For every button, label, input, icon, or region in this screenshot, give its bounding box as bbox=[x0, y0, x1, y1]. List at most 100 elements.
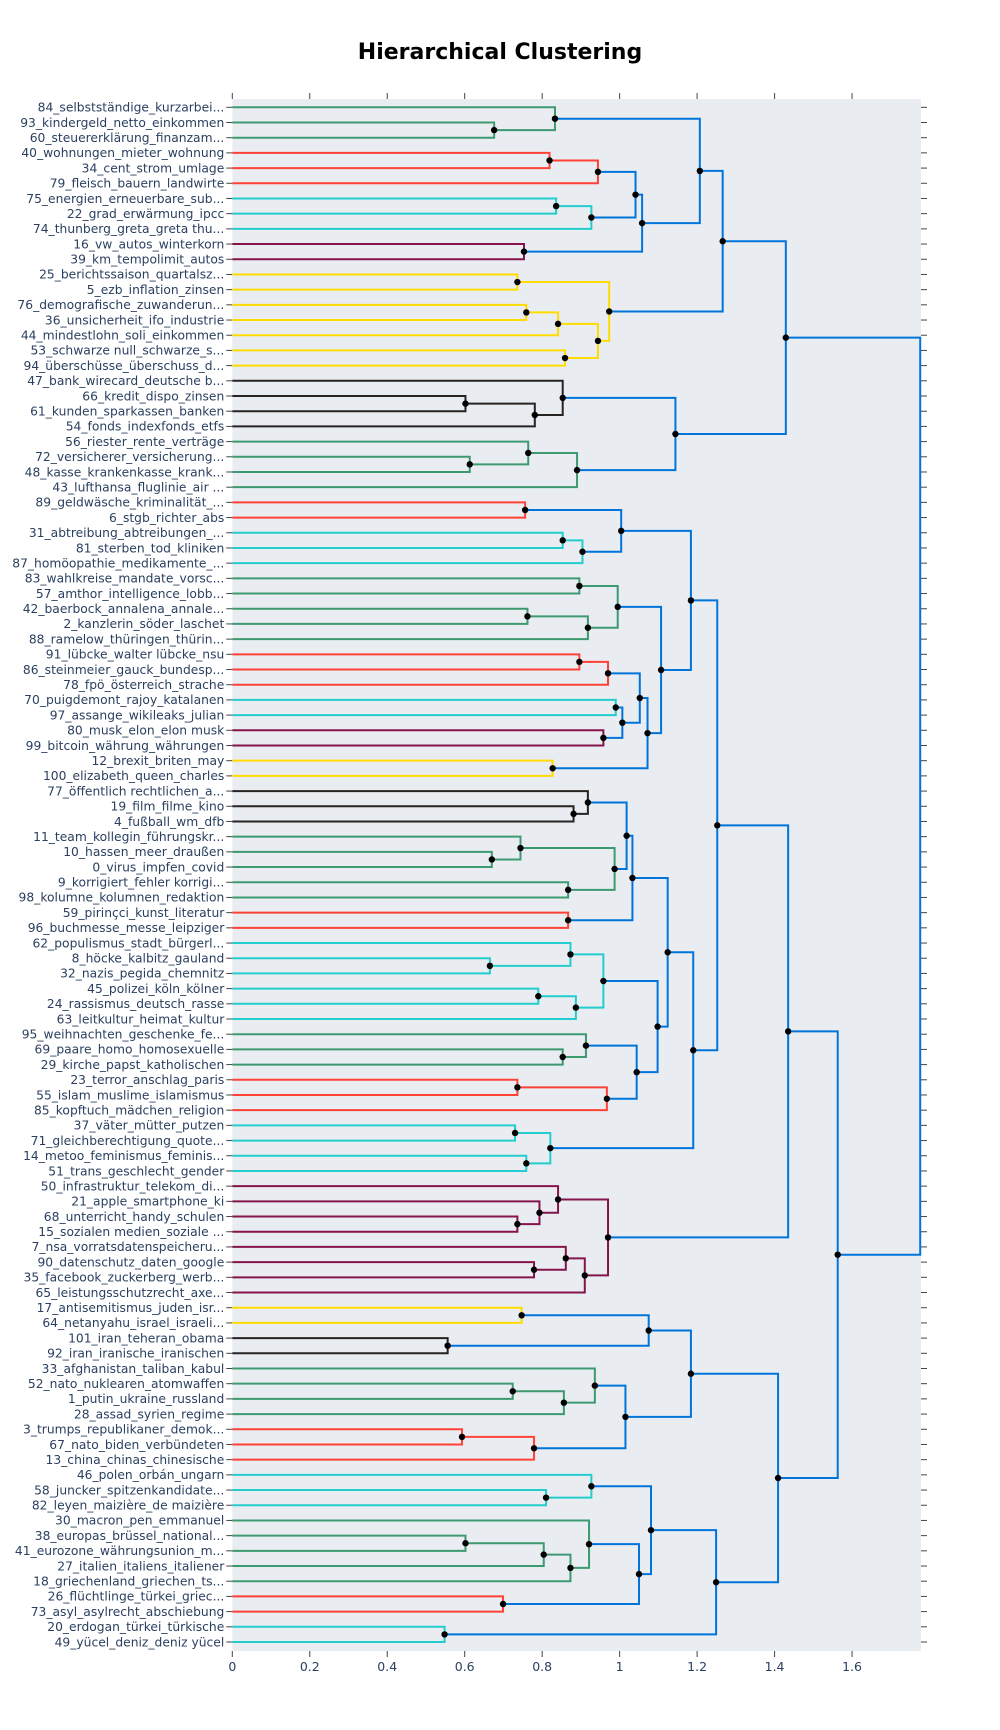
leaf-label: 45_polizei_köln_kölner bbox=[87, 982, 225, 996]
node-marker bbox=[600, 734, 607, 742]
leaf-label: 8_höcke_kalbitz_gauland bbox=[72, 952, 225, 966]
leaf-label: 25_berichtssaison_quartalsz... bbox=[39, 268, 224, 282]
node-marker bbox=[719, 238, 726, 245]
chart-title: Hierarchical Clustering bbox=[357, 40, 643, 65]
leaf-label: 3_trumps_republikaner_demok... bbox=[23, 1423, 224, 1437]
leaf-label: 61_kunden_sparkassen_banken bbox=[30, 405, 224, 419]
node-marker bbox=[629, 874, 636, 882]
leaf-label: 96_buchmesse_messe_leipziger bbox=[28, 921, 226, 935]
node-marker bbox=[567, 951, 574, 958]
node-marker bbox=[499, 1600, 507, 1608]
leaf-label: 68_unterricht_handy_schulen bbox=[44, 1210, 225, 1224]
node-marker bbox=[514, 1220, 521, 1228]
node-marker bbox=[687, 597, 695, 604]
leaf-label: 97_assange_wikileaks_julian bbox=[50, 708, 225, 722]
leaf-label: 65_leistungsschutzrecht_axe... bbox=[35, 1286, 224, 1300]
node-marker bbox=[654, 1023, 661, 1030]
node-marker bbox=[530, 1445, 538, 1452]
node-marker bbox=[636, 694, 643, 702]
node-marker bbox=[584, 624, 592, 631]
dendrogram-link bbox=[785, 336, 922, 1256]
node-marker bbox=[714, 822, 721, 829]
node-marker bbox=[696, 167, 704, 175]
leaf-label: 84_selbstständige_kurzarbei... bbox=[38, 101, 225, 115]
leaf-label: 60_steuererklärung_finanzam... bbox=[30, 131, 225, 145]
leaf-label: 75_energien_erneuerbare_sub... bbox=[26, 192, 224, 206]
leaf-label: 10_hassen_meer_draußen bbox=[63, 845, 224, 859]
node-marker bbox=[834, 1251, 841, 1258]
node-marker bbox=[588, 214, 595, 221]
node-marker bbox=[488, 856, 496, 863]
node-marker bbox=[551, 115, 559, 122]
node-marker bbox=[546, 157, 553, 164]
leaf-label: 9_korrigiert_fehler korrigi... bbox=[58, 876, 224, 890]
leaf-label: 14_metoo_feminismus_feminis... bbox=[23, 1149, 224, 1163]
leaf-label: 38_europas_brüssel_national... bbox=[35, 1529, 225, 1543]
node-marker bbox=[623, 832, 630, 839]
node-marker bbox=[521, 506, 529, 514]
leaf-label: 37_väter_mütter_putzen bbox=[74, 1119, 225, 1133]
node-marker bbox=[614, 603, 621, 611]
leaf-label: 93_kindergeld_netto_einkommen bbox=[20, 116, 224, 130]
leaf-label: 63_leitkultur_heimat_kultur bbox=[57, 1012, 226, 1026]
node-marker bbox=[525, 449, 532, 457]
leaf-label: 22_grad_erwärmung_ipcc bbox=[67, 207, 224, 221]
leaf-label: 80_musk_elon_elon musk bbox=[67, 724, 225, 738]
leaf-label: 7_nsa_vorratsdatenspeicheru... bbox=[32, 1240, 225, 1254]
x-tick-label: 0.8 bbox=[532, 1659, 552, 1674]
leaf-label: 27_italien_italiens_italiener bbox=[57, 1559, 225, 1573]
leaf-label: 15_sozialen medien_soziale ... bbox=[38, 1225, 224, 1239]
node-marker bbox=[588, 1483, 595, 1490]
leaf-label: 20_erdogan_türkei_türkische bbox=[47, 1620, 224, 1634]
node-marker bbox=[638, 219, 646, 227]
x-tick-label: 1.4 bbox=[765, 1659, 785, 1674]
node-marker bbox=[664, 949, 671, 956]
leaf-label: 31_abtreibung_abtreibungen_... bbox=[29, 526, 224, 540]
leaf-label: 79_fleisch_bauern_landwirte bbox=[50, 177, 225, 191]
node-marker bbox=[560, 1399, 568, 1406]
node-marker bbox=[573, 466, 581, 474]
leaf-label: 89_geldwäsche_kriminalität_... bbox=[35, 496, 224, 510]
leaf-label: 50_infrastruktur_telekom_di... bbox=[41, 1179, 225, 1193]
node-marker bbox=[547, 1144, 554, 1152]
leaf-label: 1_putin_ukraine_russland bbox=[68, 1392, 224, 1406]
node-marker bbox=[562, 1255, 570, 1262]
leaf-label: 6_stgb_richter_abs bbox=[109, 511, 224, 525]
node-marker bbox=[524, 613, 531, 620]
node-marker bbox=[567, 1564, 574, 1572]
node-marker bbox=[554, 1196, 562, 1203]
node-marker bbox=[444, 1342, 451, 1349]
leaf-label: 76_demografische_zuwanderun... bbox=[17, 298, 224, 312]
leaf-label: 99_bitcoin_währung_währungen bbox=[26, 739, 225, 753]
leaf-label: 69_paare_homo_homosexuelle bbox=[35, 1043, 225, 1057]
leaf-label: 18_griechenland_griechen_ts... bbox=[33, 1575, 224, 1589]
leaf-label: 16_vw_autos_winterkorn bbox=[73, 237, 224, 251]
x-tick-label: 0.6 bbox=[455, 1659, 475, 1674]
leaf-label: 32_nazis_pegida_chemnitz bbox=[60, 967, 224, 981]
node-marker bbox=[564, 886, 572, 894]
leaf-label: 78_fpö_österreich_strache bbox=[63, 678, 224, 692]
leaf-label: 64_netanyahu_israel_israeli... bbox=[42, 1316, 224, 1330]
leaf-label: 51_trans_geschlecht_gender bbox=[48, 1164, 225, 1178]
node-marker bbox=[466, 461, 473, 468]
node-marker bbox=[690, 1047, 697, 1054]
leaf-label: 73_asyl_asylrecht_abschiebung bbox=[31, 1605, 225, 1619]
leaf-label: 92_iran_iranische_iranischen bbox=[47, 1347, 224, 1361]
leaf-label: 21_apple_smartphone_ki bbox=[71, 1195, 224, 1209]
node-markers bbox=[441, 115, 841, 1638]
leaf-label: 34_cent_strom_umlage bbox=[82, 161, 225, 175]
node-marker bbox=[520, 248, 528, 255]
node-marker bbox=[559, 1053, 566, 1061]
node-marker bbox=[582, 1042, 590, 1049]
leaf-label: 2_kanzlerin_söder_laschet bbox=[63, 617, 224, 631]
node-marker bbox=[657, 666, 665, 674]
node-marker bbox=[647, 1526, 655, 1534]
node-marker bbox=[514, 1084, 521, 1091]
leaf-label: 30_macron_pen_emmanuel bbox=[55, 1514, 224, 1528]
leaf-label: 42_baerbock_annalena_annale... bbox=[23, 602, 225, 616]
x-tick-label: 0.2 bbox=[300, 1659, 320, 1674]
plot-area bbox=[232, 99, 922, 1651]
leaf-label: 91_lübcke_walter lübcke_nsu bbox=[46, 648, 225, 662]
x-tick-label: 0.4 bbox=[377, 1659, 397, 1674]
